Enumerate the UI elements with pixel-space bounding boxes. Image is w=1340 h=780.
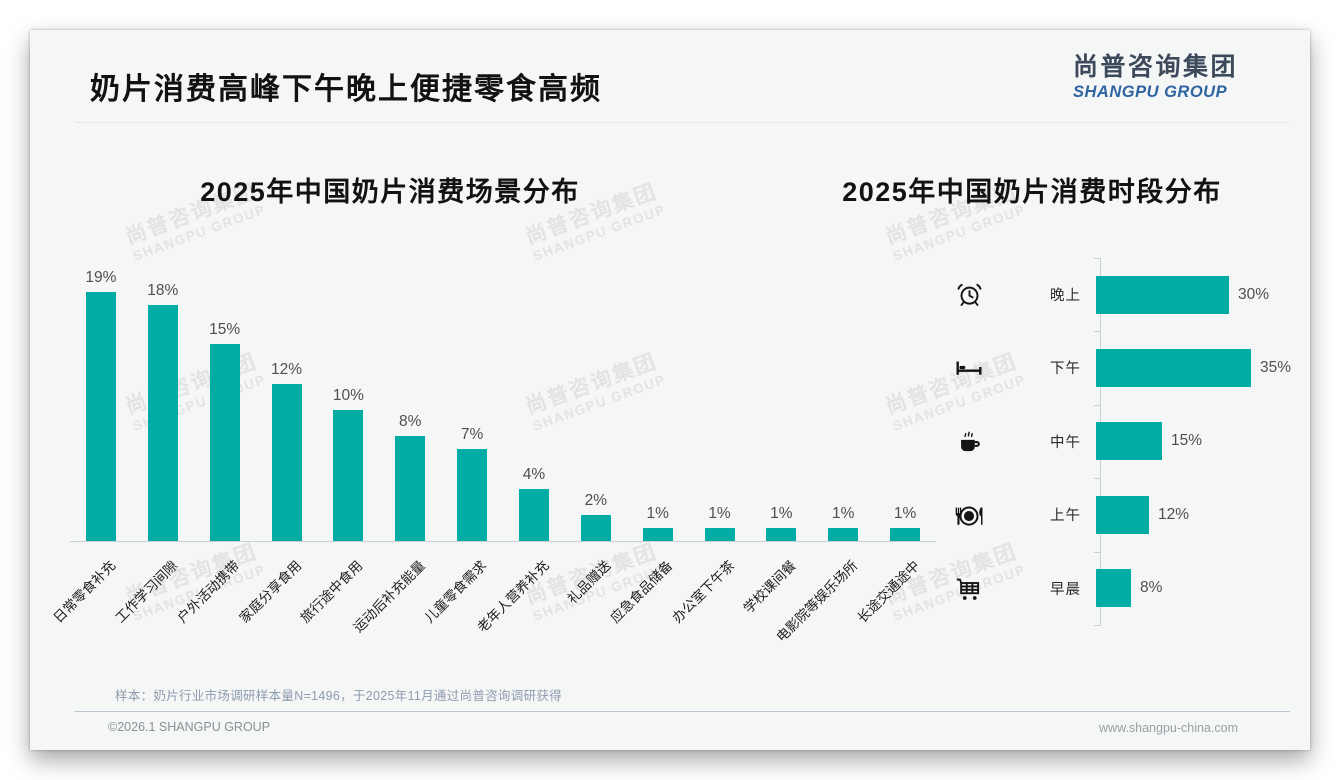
axis-tick — [1094, 478, 1100, 480]
time-label: 早晨 — [1050, 581, 1081, 598]
axis-tick — [1094, 331, 1100, 333]
bar — [642, 528, 673, 541]
category-label: 办公室下午茶 — [669, 557, 738, 626]
footer-divider — [75, 711, 1290, 712]
logo-en-text: SHANGPU GROUP — [1072, 82, 1228, 101]
time-row: 下午 35% — [925, 331, 1325, 404]
bar-column: 4% — [503, 260, 565, 541]
bar — [1096, 348, 1251, 387]
bar — [271, 384, 302, 541]
category-label: 户外活动携带 — [174, 557, 243, 626]
category-label: 应急食品储备 — [607, 557, 676, 626]
time-label: 晚上 — [1050, 288, 1081, 304]
bar — [85, 292, 116, 541]
logo-cn-text: 尚普咨询集团 — [1072, 53, 1238, 81]
category-label: 工作学习间隙 — [112, 557, 181, 626]
bar — [209, 344, 240, 541]
category-label: 礼品赠送 — [564, 557, 614, 607]
time-row: 晚上 30% — [925, 258, 1325, 331]
bar-value-label: 7% — [460, 426, 484, 443]
bar — [333, 410, 364, 541]
bar-value-label: 2% — [584, 492, 607, 509]
time-label: 中午 — [1050, 434, 1081, 451]
time-row: 上午 12% — [925, 478, 1325, 551]
time-label: 上午 — [1050, 508, 1081, 525]
bar-column: 2% — [565, 260, 627, 541]
scene-chart-title: 2025年中国奶片消费场景分布 — [200, 177, 580, 207]
bar — [1096, 495, 1149, 534]
bar — [395, 436, 426, 541]
bar — [766, 528, 797, 541]
scene-x-axis-line — [70, 541, 936, 542]
bar-value-label: 1% — [708, 505, 731, 522]
category-label: 学校课间餐 — [740, 557, 799, 617]
time-row: 早晨 8% — [925, 552, 1325, 625]
bar — [1096, 275, 1229, 314]
bar-column: 10% — [317, 260, 379, 541]
time-chart-title: 2025年中国奶片消费时段分布 — [842, 177, 1222, 207]
bar-value-label: 10% — [332, 387, 364, 404]
bar-column: 15% — [194, 260, 256, 541]
bar-value-label: 1% — [893, 505, 917, 522]
bar-value-label: 12% — [1158, 505, 1190, 523]
category-label: 家庭分享食用 — [236, 557, 305, 626]
bar — [704, 528, 735, 541]
bar — [580, 515, 611, 541]
bar-value-label: 4% — [522, 466, 546, 483]
axis-tick — [1094, 625, 1100, 626]
bar-value-label: 18% — [147, 282, 179, 299]
logo: 尚普咨询集团 SHANGPU GROUP — [1072, 53, 1238, 102]
bar — [147, 305, 178, 541]
bar-value-label: 1% — [832, 505, 855, 522]
shopping-cart-icon — [949, 573, 989, 603]
header-divider — [75, 122, 1290, 123]
bar-column: 1% — [750, 260, 812, 541]
bar-column: 1% — [812, 260, 874, 541]
bar-column: 18% — [132, 260, 194, 541]
bar-value-label: 15% — [1171, 432, 1203, 450]
category-label: 长途交通途中 — [854, 557, 923, 626]
slide-card: 尚普咨询集团 SHANGPU GROUP 尚普咨询集团 SHANGPU GROUP 尚普… — [30, 30, 1310, 750]
bar-value-label: 30% — [1238, 285, 1270, 303]
coffee-icon — [949, 428, 989, 455]
copyright-text: ©2026.1 SHANGPU GROUP — [108, 720, 271, 734]
bar-value-label: 1% — [770, 505, 793, 522]
bar-column: 1% — [689, 260, 751, 541]
bar-column: 12% — [256, 260, 318, 541]
axis-tick — [1094, 404, 1100, 406]
bar-value-label: 19% — [85, 269, 117, 286]
bar — [457, 449, 488, 541]
bar — [1096, 422, 1162, 461]
bar-column: 7% — [441, 260, 503, 541]
scene-bar-chart: 19% 18% 15% 12% 10% 8% 7% 4% 2% 1% 1% 1% 1% 1% — [70, 260, 936, 541]
category-label: 日常零食补充 — [50, 557, 119, 626]
bar-value-label: 8% — [399, 413, 422, 430]
bar — [890, 528, 921, 541]
bar-column: 8% — [379, 260, 441, 541]
bar-value-label: 12% — [270, 361, 303, 378]
bar-value-label: 1% — [646, 505, 669, 522]
bar — [1096, 569, 1131, 608]
page-title: 奶片消费高峰下午晚上便捷零食高频 — [90, 73, 602, 106]
bar-value-label: 15% — [209, 321, 241, 338]
time-label: 下午 — [1050, 361, 1081, 378]
alarm-clock-icon — [949, 281, 989, 308]
bed-icon — [949, 353, 989, 383]
bar-value-label: 35% — [1260, 358, 1292, 376]
scene-category-labels: 日常零食补充 工作学习间隙 户外活动携带 家庭分享食用 旅行途中食用 运动后补充能量 儿童零… — [51, 541, 936, 671]
bar-column: 1% — [874, 260, 936, 541]
bar-column: 19% — [70, 260, 132, 541]
bar-column: 1% — [627, 260, 689, 541]
bar-value-label: 8% — [1140, 579, 1163, 597]
bar — [518, 489, 549, 541]
dinner-plate-icon — [949, 499, 989, 531]
website-text: www.shangpu-china.com — [1099, 721, 1238, 735]
time-row: 中午 15% — [925, 405, 1325, 478]
bar — [828, 528, 859, 541]
axis-tick — [1094, 258, 1100, 259]
axis-tick — [1094, 551, 1100, 553]
sample-note: 样本：奶片行业市场调研样本量N=1496，于2025年11月通过尚普咨询调研获得 — [115, 689, 562, 703]
